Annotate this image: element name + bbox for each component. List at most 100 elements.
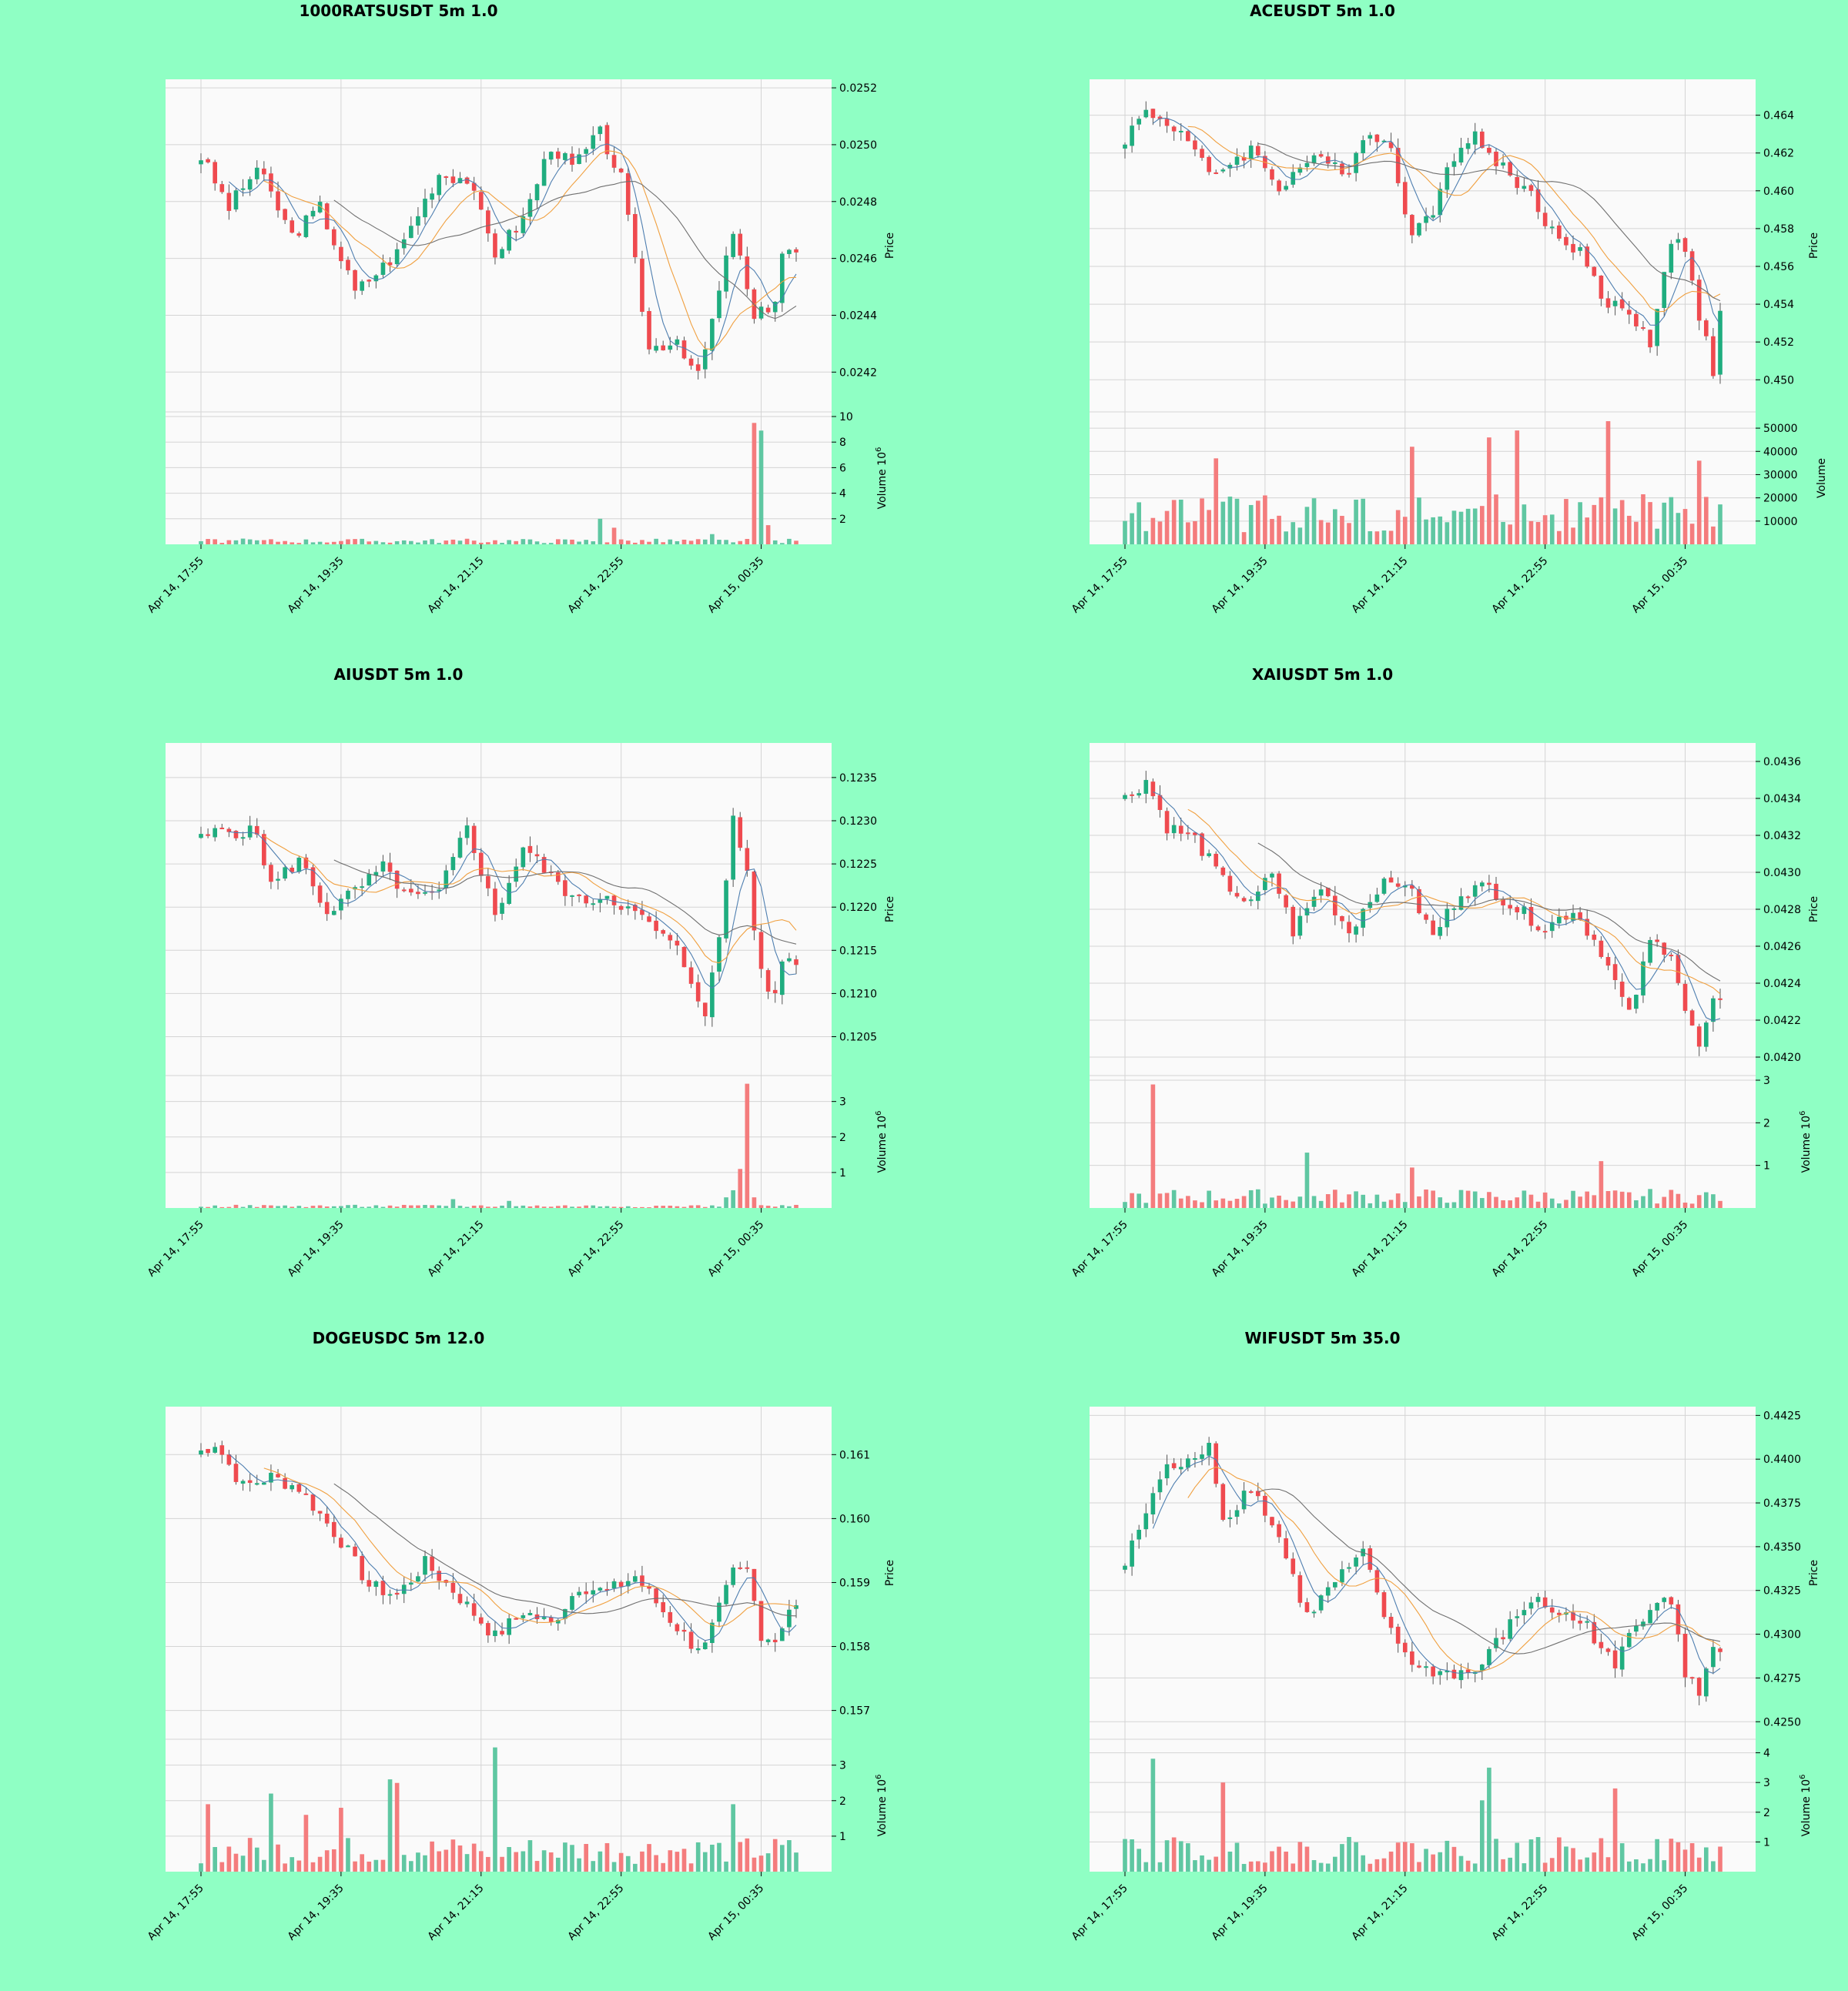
candle-body — [1535, 1597, 1541, 1602]
volume-bar — [199, 1206, 203, 1208]
volume-bar — [577, 1206, 581, 1208]
price-tick-label: 0.1215 — [839, 945, 877, 957]
volume-bar — [724, 540, 728, 544]
volume-bar — [591, 1205, 596, 1208]
volume-bar — [486, 542, 490, 544]
candle-body — [457, 1594, 463, 1604]
volume-bar — [1248, 1861, 1254, 1872]
volume-bar — [527, 1840, 533, 1872]
candle-body — [1325, 156, 1331, 164]
volume-bar — [1634, 521, 1639, 544]
volume-bar — [1130, 1193, 1134, 1208]
candle-body — [1571, 1612, 1575, 1621]
volume-bar — [1220, 1198, 1226, 1208]
candle-body — [591, 135, 596, 149]
volume-bar — [1465, 508, 1471, 544]
volume-bar — [1178, 1841, 1183, 1872]
candle-body — [695, 364, 701, 371]
volume-bar — [213, 1847, 218, 1872]
volume-bar — [1220, 1782, 1226, 1872]
moving-average-line — [1257, 842, 1721, 982]
candle-body — [1284, 1538, 1288, 1559]
candle-body — [233, 190, 239, 210]
volume-bar — [444, 1206, 449, 1208]
candle-body — [1487, 1648, 1491, 1665]
candle-body — [401, 1584, 407, 1594]
candle-body — [794, 959, 798, 965]
candle-body — [1410, 1651, 1414, 1665]
candle-body — [409, 226, 413, 239]
volume-bar — [1612, 1788, 1618, 1872]
volume-bar — [1711, 1194, 1716, 1208]
candle-body — [1451, 161, 1457, 167]
volume-bar — [710, 1844, 715, 1872]
volume-bar — [493, 1206, 497, 1208]
volume-bar — [423, 540, 427, 544]
volume-bar — [765, 525, 771, 544]
candle-body — [1164, 1464, 1170, 1479]
candle-body — [1333, 895, 1337, 915]
volume-bar — [1374, 1859, 1380, 1872]
volume-bar — [276, 1206, 280, 1208]
volume-bar — [1214, 1200, 1219, 1208]
candle-body — [695, 1648, 701, 1651]
candle-body — [339, 246, 343, 262]
volume-bar — [1578, 502, 1582, 544]
candle-body — [1557, 1612, 1562, 1615]
candle-body — [563, 152, 567, 160]
volume-bar — [199, 540, 203, 544]
candle-body — [1542, 931, 1548, 933]
candle-body — [1487, 147, 1491, 153]
chart-panel-5: WIFUSDT 5m 35.0 Apr 14, 17:55 Apr 14, 19:3… — [1070, 1329, 1820, 1943]
candle-body — [534, 184, 540, 201]
candle-body — [640, 258, 644, 312]
candle-body — [1325, 1587, 1331, 1596]
volume-bar — [219, 1862, 225, 1872]
volume-bar — [1669, 497, 1674, 544]
candle-body — [1501, 162, 1505, 166]
volume-bar — [423, 1205, 427, 1208]
candle-body — [290, 867, 295, 872]
volume-bar — [618, 1852, 624, 1872]
volume-bar — [681, 1849, 687, 1872]
price-tick-label: 0.0244 — [839, 310, 877, 322]
x-tick-label: Apr 14, 21:15 — [1350, 1882, 1411, 1943]
volume-bar — [548, 1206, 554, 1208]
candle-body — [1277, 873, 1281, 894]
price-tick-label: 0.0422 — [1763, 1015, 1801, 1027]
volume-bar — [1354, 499, 1358, 544]
candle-body — [1696, 279, 1702, 321]
candle-body — [1612, 300, 1618, 306]
volume-bar — [1270, 1197, 1274, 1208]
volume-bar — [1150, 517, 1156, 544]
volume-bar — [450, 539, 456, 544]
volume-bar — [1445, 522, 1450, 544]
volume-bar — [1494, 494, 1498, 544]
candle-body — [1311, 1611, 1317, 1614]
candle-body — [1318, 1595, 1324, 1611]
candle-body — [563, 1608, 567, 1619]
volume-bar — [1178, 1198, 1183, 1208]
candle-body — [1143, 780, 1149, 794]
candle-body — [1599, 276, 1604, 299]
candle-body — [1592, 266, 1597, 276]
volume-bar — [240, 538, 246, 544]
candle-body — [240, 188, 246, 190]
volume-bar — [1578, 1859, 1582, 1872]
candle-body — [310, 210, 316, 217]
candle-body — [423, 892, 427, 894]
candle-body — [1592, 1621, 1597, 1644]
volume-bar — [1599, 1838, 1604, 1872]
candle-body — [625, 1581, 631, 1587]
volume-bar — [598, 1851, 603, 1872]
volume-bar — [1143, 530, 1149, 544]
candle-body — [1193, 140, 1197, 150]
chart-title: DOGEUSDC 5m 12.0 — [313, 1329, 485, 1347]
volume-bar — [1522, 1190, 1527, 1208]
volume-tick-label: 2 — [839, 514, 846, 526]
candle-body — [1605, 298, 1611, 308]
x-tick-label: Apr 14, 22:55 — [565, 1219, 626, 1280]
volume-bar — [1571, 527, 1575, 544]
volume-bar — [1388, 1200, 1394, 1208]
volume-bar — [654, 1206, 658, 1208]
